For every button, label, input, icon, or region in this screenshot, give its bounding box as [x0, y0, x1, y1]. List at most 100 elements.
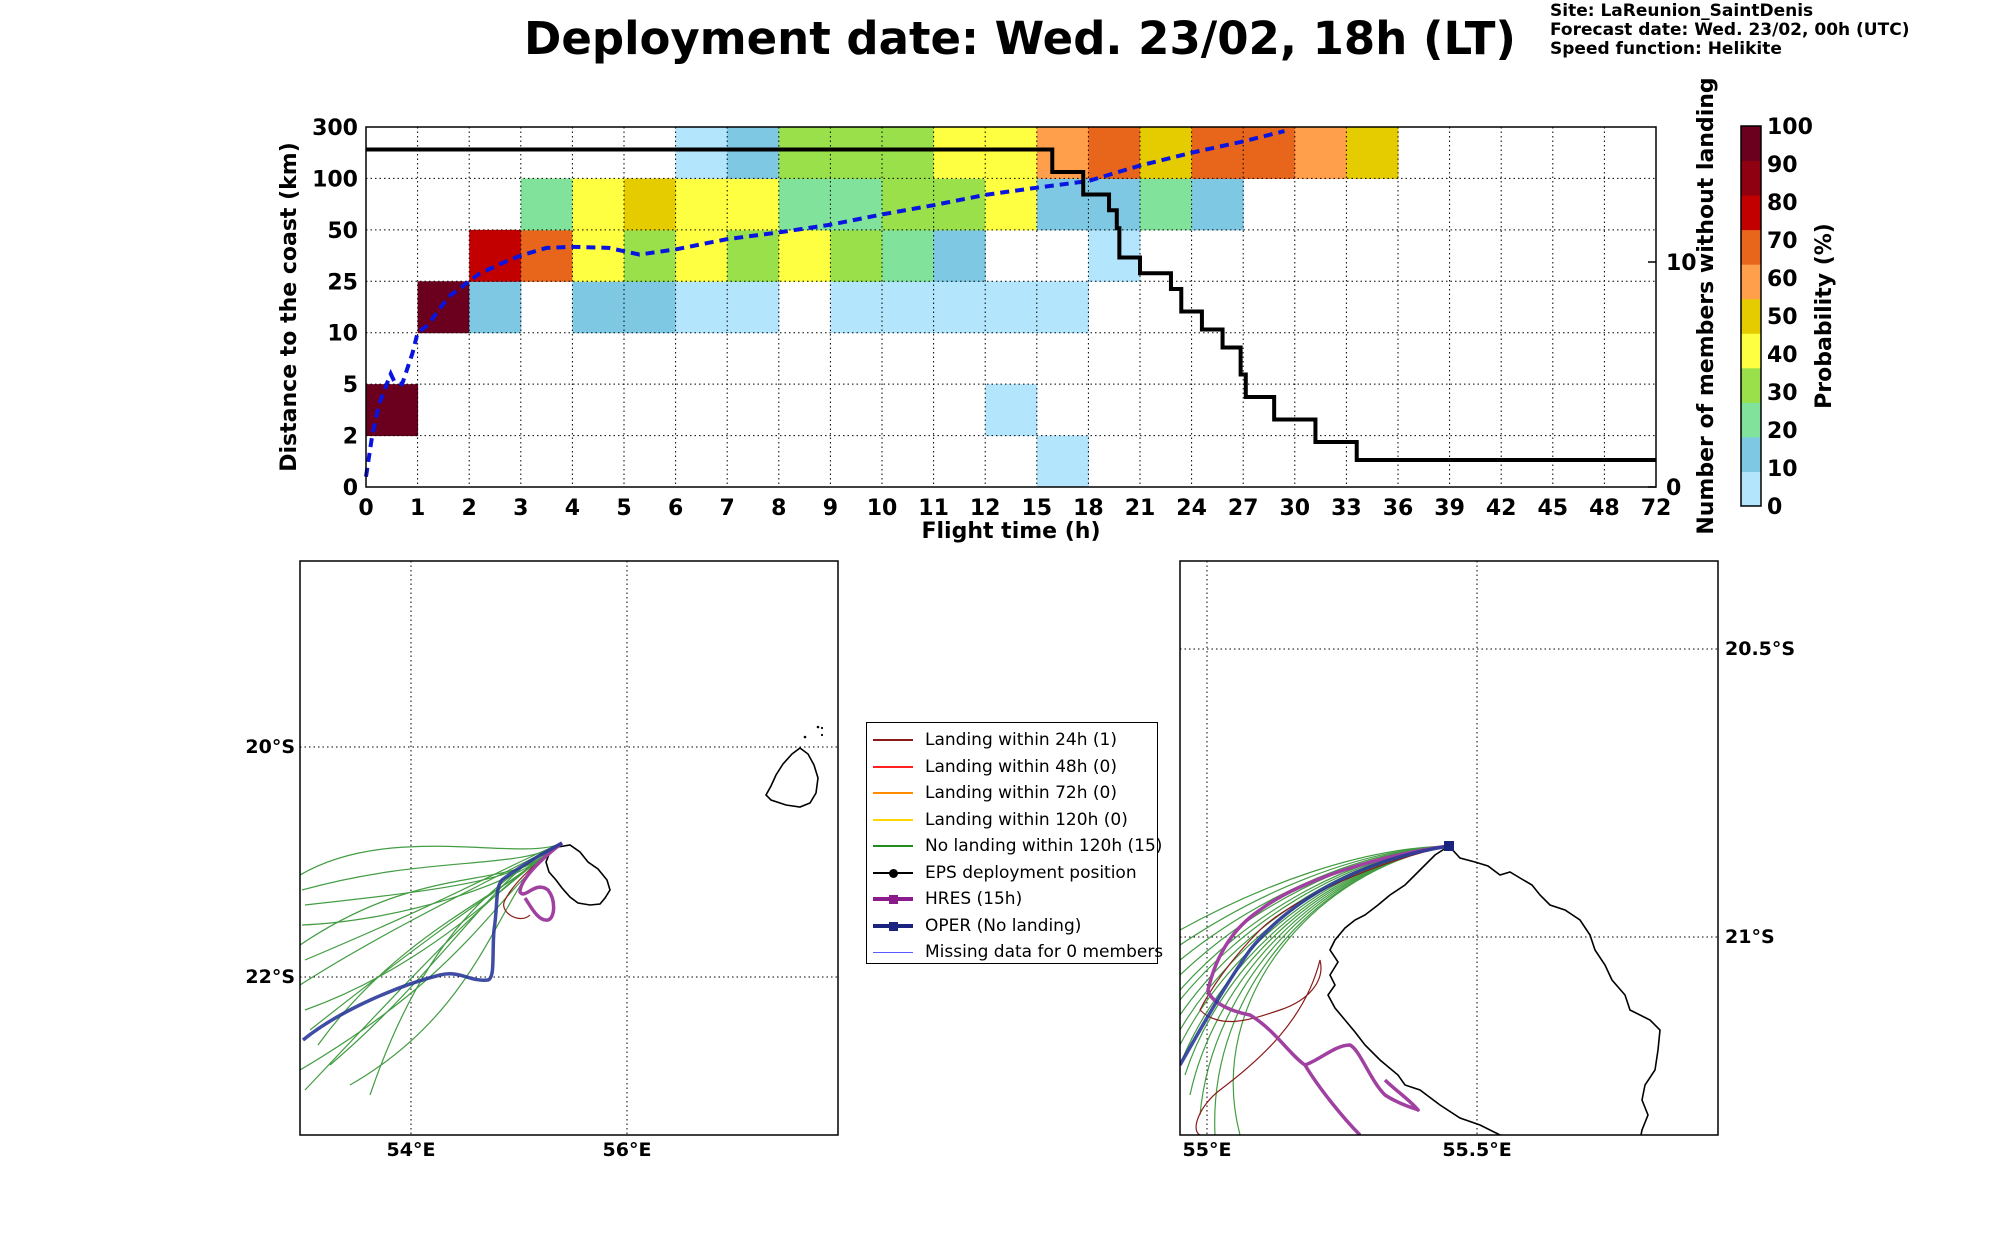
heatmap-cell	[882, 127, 935, 179]
ensemble-trajectory	[1180, 845, 1450, 1001]
heatmap-cell	[469, 281, 522, 334]
heatmap-cell	[882, 229, 935, 282]
colorbar-swatch	[1741, 126, 1761, 162]
heatmap-cell	[624, 281, 677, 334]
colorbar-tick-label: 60	[1767, 267, 1798, 292]
heatmap-cell	[882, 281, 935, 334]
heatmap-cell	[985, 178, 1038, 231]
ensemble-trajectory	[1181, 845, 1450, 1061]
legend-label: Landing within 48h (0)	[925, 756, 1118, 777]
y2-tick-label: 0	[1666, 476, 1681, 501]
y2-tick-label: 10	[1666, 251, 1697, 276]
heatmap-cell	[1346, 127, 1399, 179]
legend-entry: Missing data for 0 members	[873, 939, 1163, 966]
site-label: Site: LaReunion_SaintDenis	[1550, 1, 1814, 21]
ensemble-trajectory	[1180, 845, 1450, 946]
probability-heatmap-chart: 0 1 2 3 4 5 6 7 8 9 10 11 12 15 18 21 24 27 30 33 36 39 42 45 48…	[277, 77, 1837, 544]
reunion-island-coastline	[545, 844, 611, 906]
legend-entry: Landing within 120h (0)	[873, 807, 1151, 834]
colorbar-tick-label: 30	[1767, 381, 1798, 406]
left-lon-label-56e: 56°E	[603, 1139, 652, 1161]
heatmap-cell	[624, 178, 677, 231]
ensemble-trajectory	[304, 842, 563, 1091]
chart-title: Deployment date: Wed. 23/02, 18h (LT)	[524, 12, 1516, 65]
heatmap-cell	[1294, 127, 1347, 179]
hres-zoom-trajectory	[1206, 844, 1450, 1135]
colorbar-swatch	[1741, 195, 1761, 231]
x-tick-label: 8	[771, 496, 786, 521]
landing-24h-zoom-trajectory	[1195, 845, 1450, 1135]
y-axis-label: Distance to the coast (km)	[277, 142, 302, 472]
y-tick-label: 5	[343, 373, 358, 398]
colorbar-tick-label: 90	[1767, 153, 1798, 178]
map-right-grid	[1180, 561, 1718, 1135]
ensemble-trajectory	[304, 842, 563, 1011]
heatmap-cell	[727, 178, 780, 231]
ensemble-trajectory	[301, 842, 563, 891]
ensemble-trajectory	[369, 842, 563, 1096]
colorbar-swatch	[1741, 471, 1761, 507]
x-tick-label: 21	[1125, 496, 1156, 521]
x-tick-label: 30	[1279, 496, 1310, 521]
heatmap-cell	[882, 178, 935, 231]
y2-axis-label: Number of members without landing	[1694, 77, 1719, 534]
colorbar-frame	[1740, 125, 1762, 507]
heatmap-cell	[1191, 178, 1244, 231]
ensemble-trajectory	[1180, 845, 1450, 931]
ensemble-trajectory	[349, 842, 563, 1086]
left-lon-label-54e: 54°E	[387, 1139, 436, 1161]
legend-label: Missing data for 0 members	[925, 942, 1164, 963]
x-tick-labels: 0 1 2 3 4 5 6 7 8 9 10 11 12 15 18 21 24 27 30 33 36 39 42 45 48…	[358, 496, 1671, 521]
y-tick-label: 2	[343, 425, 358, 450]
legend-swatch	[873, 759, 913, 775]
ensemble-trajectory	[1184, 845, 1450, 1076]
colorbar-tick-label: 20	[1767, 419, 1798, 444]
heatmap-cell	[1088, 178, 1141, 231]
ensemble-trajectory	[304, 842, 563, 906]
oper-trajectory	[301, 841, 563, 1042]
legend-swatch	[873, 785, 913, 801]
right-lat-label-21s: 21°S	[1725, 926, 1775, 948]
x-tick-label: 24	[1176, 496, 1207, 521]
x-tick-label: 1	[410, 496, 425, 521]
ensemble-trajectory	[1180, 845, 1450, 961]
heatmap-series	[364, 129, 1656, 478]
colorbar-swatch	[1741, 333, 1761, 369]
x-tick-label: 3	[513, 496, 528, 521]
ensemble-trajectory	[1214, 845, 1450, 1135]
heatmap-cell	[933, 127, 986, 179]
legend-swatch	[873, 944, 913, 960]
ensemble-trajectory	[300, 842, 563, 986]
colorbar: 0 10 20 30 40 50 60 70 80 90 100	[1740, 115, 1813, 520]
legend-label: No landing within 120h (15)	[925, 836, 1163, 857]
heatmap-cell	[830, 281, 883, 334]
heatmap-cell	[778, 127, 831, 179]
ensemble-trajectory	[309, 842, 563, 1031]
heatmap-grid	[366, 127, 1656, 487]
hres-trajectory	[518, 841, 564, 922]
right-lon-label-55-5e: 55.5°E	[1442, 1139, 1511, 1161]
right-lat-label-20-5s: 20.5°S	[1725, 638, 1795, 660]
heatmap-cell	[675, 127, 728, 179]
heatmap-cell	[520, 229, 573, 282]
ensemble-trajectory	[1232, 845, 1450, 1135]
x-tick-label: 9	[823, 496, 838, 521]
heatmap-cell	[520, 178, 573, 231]
y-tick-label: 10	[327, 322, 358, 347]
legend-swatch	[873, 918, 913, 934]
colorbar-swatch	[1741, 436, 1761, 472]
left-lat-label-20s: 20°S	[245, 736, 295, 758]
legend-entry: Landing within 24h (1)	[873, 727, 1151, 754]
heatmap-cell	[1036, 281, 1089, 334]
heatmap-cell	[1191, 127, 1244, 179]
x-tick-label: 45	[1537, 496, 1568, 521]
x-tick-label: 4	[565, 496, 580, 521]
heatmap-cell	[830, 127, 883, 179]
heatmap-cell	[1140, 178, 1193, 231]
legend-swatch	[873, 732, 913, 748]
legend-entry: Landing within 48h (0)	[873, 754, 1151, 781]
mauritius-island-coastline	[765, 747, 819, 808]
legend-label: OPER (No landing)	[925, 915, 1082, 936]
heatmap-cell	[624, 229, 677, 282]
y-tick-label: 100	[312, 167, 358, 192]
